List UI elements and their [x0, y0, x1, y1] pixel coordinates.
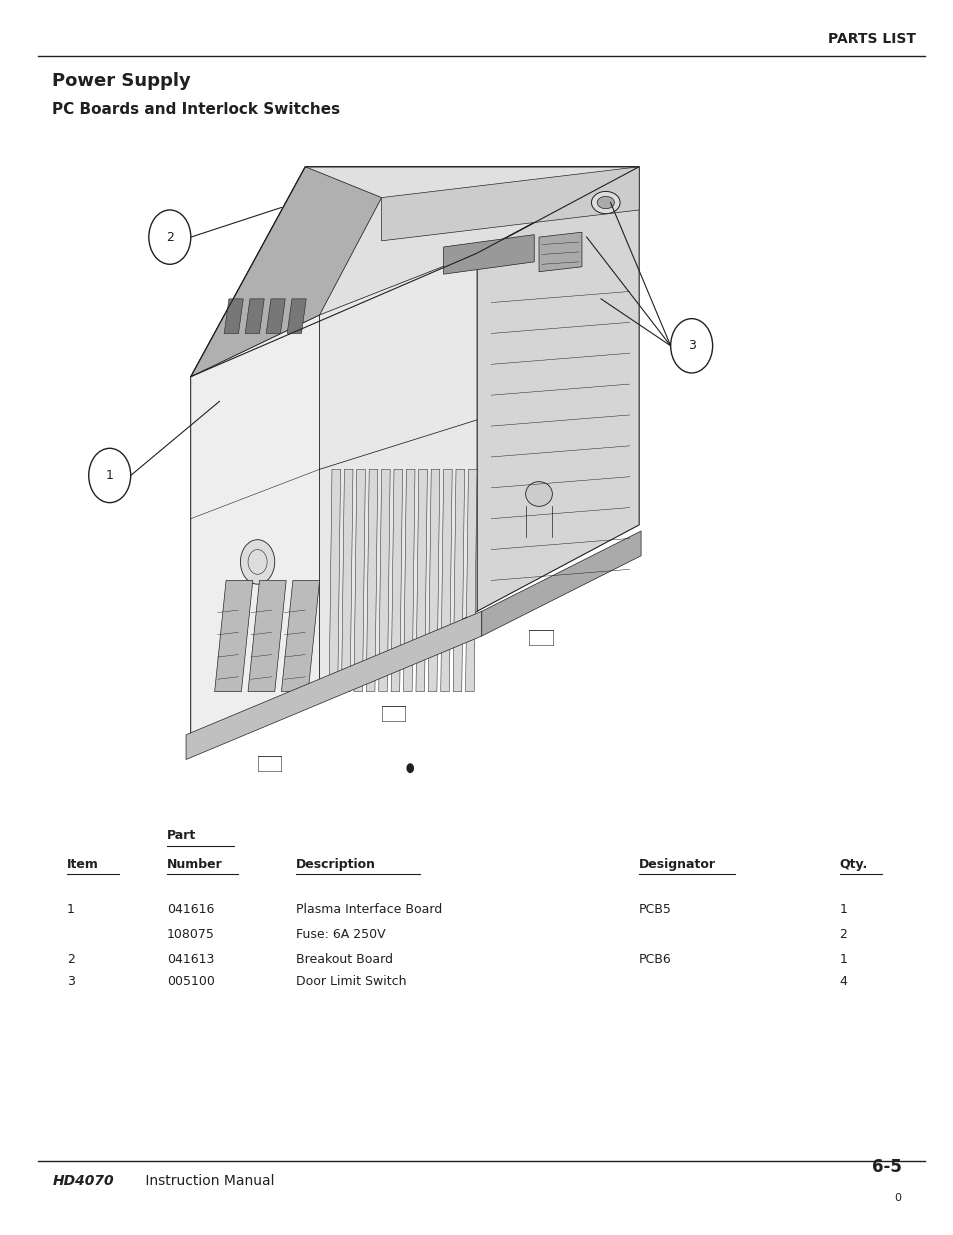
Text: 3: 3 — [67, 974, 74, 988]
Polygon shape — [538, 232, 581, 272]
Polygon shape — [465, 469, 476, 692]
Polygon shape — [191, 315, 319, 741]
Polygon shape — [354, 469, 365, 692]
Polygon shape — [428, 469, 439, 692]
Circle shape — [406, 763, 414, 773]
Polygon shape — [403, 469, 415, 692]
Polygon shape — [443, 235, 534, 274]
Polygon shape — [381, 167, 639, 241]
Text: Description: Description — [295, 857, 375, 871]
Polygon shape — [266, 299, 285, 333]
Text: Door Limit Switch: Door Limit Switch — [295, 974, 406, 988]
Text: Power Supply: Power Supply — [52, 72, 191, 90]
Polygon shape — [281, 580, 319, 692]
Ellipse shape — [597, 196, 614, 209]
Text: Number: Number — [167, 857, 222, 871]
Polygon shape — [453, 469, 464, 692]
Text: 041616: 041616 — [167, 903, 214, 916]
Text: HD4070: HD4070 — [52, 1174, 114, 1188]
Text: 2: 2 — [166, 231, 173, 243]
Text: 0: 0 — [894, 1193, 901, 1203]
Text: 041613: 041613 — [167, 952, 214, 966]
Text: Part: Part — [167, 829, 196, 842]
Text: PC Boards and Interlock Switches: PC Boards and Interlock Switches — [52, 103, 340, 117]
Text: Qty.: Qty. — [839, 857, 867, 871]
Text: PCB6: PCB6 — [639, 952, 671, 966]
Text: Plasma Interface Board: Plasma Interface Board — [295, 903, 441, 916]
Text: 1: 1 — [106, 469, 113, 482]
Text: 2: 2 — [67, 952, 74, 966]
Polygon shape — [391, 469, 402, 692]
Polygon shape — [191, 167, 381, 377]
Text: 3: 3 — [687, 340, 695, 352]
Circle shape — [89, 448, 131, 503]
Circle shape — [240, 540, 274, 584]
Polygon shape — [214, 580, 253, 692]
Polygon shape — [191, 253, 476, 741]
Polygon shape — [481, 531, 640, 636]
Text: Fuse: 6A 250V: Fuse: 6A 250V — [295, 927, 385, 941]
Text: Item: Item — [67, 857, 98, 871]
Text: 1: 1 — [67, 903, 74, 916]
Text: PARTS LIST: PARTS LIST — [827, 32, 915, 46]
Polygon shape — [287, 299, 306, 333]
Text: 1: 1 — [839, 903, 846, 916]
Text: 1: 1 — [839, 952, 846, 966]
Circle shape — [149, 210, 191, 264]
Text: 2: 2 — [839, 927, 846, 941]
Circle shape — [670, 319, 712, 373]
Polygon shape — [245, 299, 264, 333]
Text: 4: 4 — [839, 974, 846, 988]
Polygon shape — [440, 469, 452, 692]
Ellipse shape — [525, 482, 552, 506]
Text: Breakout Board: Breakout Board — [295, 952, 393, 966]
Polygon shape — [378, 469, 390, 692]
Polygon shape — [476, 167, 639, 611]
Text: 6-5: 6-5 — [871, 1157, 901, 1176]
Polygon shape — [329, 469, 340, 692]
Polygon shape — [341, 469, 353, 692]
Text: 005100: 005100 — [167, 974, 214, 988]
Polygon shape — [186, 611, 481, 760]
Text: Designator: Designator — [639, 857, 716, 871]
Text: Instruction Manual: Instruction Manual — [141, 1174, 274, 1188]
Polygon shape — [248, 580, 286, 692]
Polygon shape — [191, 167, 639, 377]
Polygon shape — [319, 253, 476, 698]
Polygon shape — [366, 469, 377, 692]
Text: 108075: 108075 — [167, 927, 214, 941]
Polygon shape — [416, 469, 427, 692]
Ellipse shape — [591, 191, 619, 214]
Text: PCB5: PCB5 — [639, 903, 671, 916]
Polygon shape — [224, 299, 243, 333]
